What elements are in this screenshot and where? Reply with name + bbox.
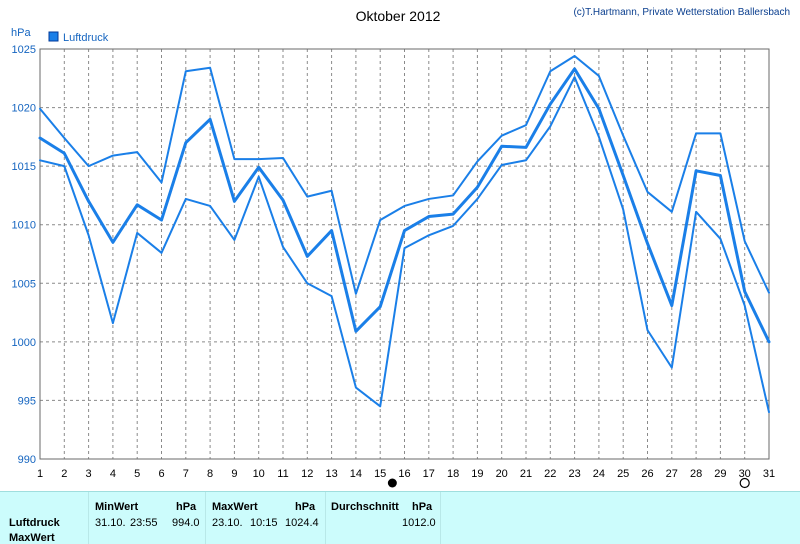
x-tick-label: 14	[350, 468, 362, 480]
x-tick-label: 20	[496, 468, 508, 480]
x-tick-label: 24	[593, 468, 605, 480]
series-line-min	[39, 76, 770, 414]
statistics-table: Luftdruck MaxWert MinWert hPa 31.10. 23:…	[0, 491, 800, 544]
y-tick-label: 1015	[12, 161, 36, 173]
x-tick-label: 3	[86, 468, 92, 480]
x-tick-label: 9	[231, 468, 237, 480]
y-axis-ticks: 990 995 1000 1005 1010 1015 1020 1025	[12, 44, 36, 466]
min-date: 31.10.	[95, 517, 126, 529]
x-tick-label: 5	[134, 468, 140, 480]
y-tick-label: 1005	[12, 278, 36, 290]
x-tick-label: 4	[110, 468, 116, 480]
x-tick-label: 16	[398, 468, 410, 480]
max-header: MaxWert	[212, 501, 258, 513]
max-unit: hPa	[295, 501, 316, 513]
min-header: MinWert	[95, 501, 139, 513]
avg-unit: hPa	[412, 501, 433, 513]
new-moon-icon	[387, 478, 397, 488]
series-line-max	[39, 55, 770, 295]
min-time: 23:55	[130, 517, 158, 529]
x-tick-label: 8	[207, 468, 213, 480]
x-tick-label: 21	[520, 468, 532, 480]
x-tick-label: 13	[325, 468, 337, 480]
max-value: 1024.4	[285, 517, 319, 529]
table-divider	[325, 492, 326, 544]
x-tick-label: 19	[471, 468, 483, 480]
row-label-maxwert: MaxWert	[9, 532, 55, 544]
min-unit: hPa	[176, 501, 197, 513]
plot-frame	[39, 48, 770, 460]
x-tick-label: 26	[641, 468, 653, 480]
x-axis-ticks: 1 2 3 4 5 6 7 8 9 10 11 12 13 14 15 16 17 18 19 20 21 22 23 24 2…	[37, 468, 775, 480]
y-tick-label: 1000	[12, 337, 36, 349]
x-tick-label: 17	[423, 468, 435, 480]
x-tick-label: 23	[568, 468, 580, 480]
x-tick-label: 27	[666, 468, 678, 480]
x-tick-label: 18	[447, 468, 459, 480]
x-tick-label: 1	[37, 468, 43, 480]
min-value: 994.0	[172, 517, 200, 529]
pressure-chart: Oktober 2012 (c)T.Hartmann, Private Wett…	[11, 7, 790, 489]
avg-value: 1012.0	[402, 517, 436, 529]
x-tick-label: 10	[253, 468, 265, 480]
x-tick-label: 7	[183, 468, 189, 480]
x-tick-label: 15	[374, 468, 386, 480]
avg-header: Durchschnitt	[331, 501, 399, 513]
table-divider	[440, 492, 441, 544]
x-tick-label: 31	[763, 468, 775, 480]
x-tick-label: 30	[739, 468, 751, 480]
table-divider	[88, 492, 89, 544]
chart-credit: (c)T.Hartmann, Private Wetterstation Bal…	[573, 7, 790, 18]
series-line-average	[38, 67, 771, 344]
y-tick-label: 1010	[12, 220, 36, 232]
max-date: 23.10.	[212, 517, 243, 529]
y-axis-unit: hPa	[11, 27, 31, 39]
max-time: 10:15	[250, 517, 278, 529]
legend-swatch	[48, 31, 59, 42]
chart-title: Oktober 2012	[356, 8, 441, 24]
y-tick-label: 1025	[12, 44, 36, 56]
y-tick-label: 995	[18, 395, 36, 407]
x-tick-label: 6	[158, 468, 164, 480]
moon-phase-markers	[387, 477, 750, 489]
y-tick-label: 1020	[12, 103, 36, 115]
x-tick-label: 2	[61, 468, 67, 480]
y-tick-label: 990	[18, 454, 36, 466]
x-tick-label: 25	[617, 468, 629, 480]
row-label-luftdruck: Luftdruck	[9, 517, 60, 529]
x-tick-label: 22	[544, 468, 556, 480]
full-moon-icon	[739, 477, 750, 489]
x-tick-label: 12	[301, 468, 313, 480]
legend-label: Luftdruck	[63, 32, 109, 44]
series-lines	[38, 55, 771, 414]
x-tick-label: 28	[690, 468, 702, 480]
x-tick-label: 29	[714, 468, 726, 480]
gridlines	[40, 49, 769, 459]
x-tick-label: 11	[277, 468, 288, 480]
table-divider	[205, 492, 206, 544]
